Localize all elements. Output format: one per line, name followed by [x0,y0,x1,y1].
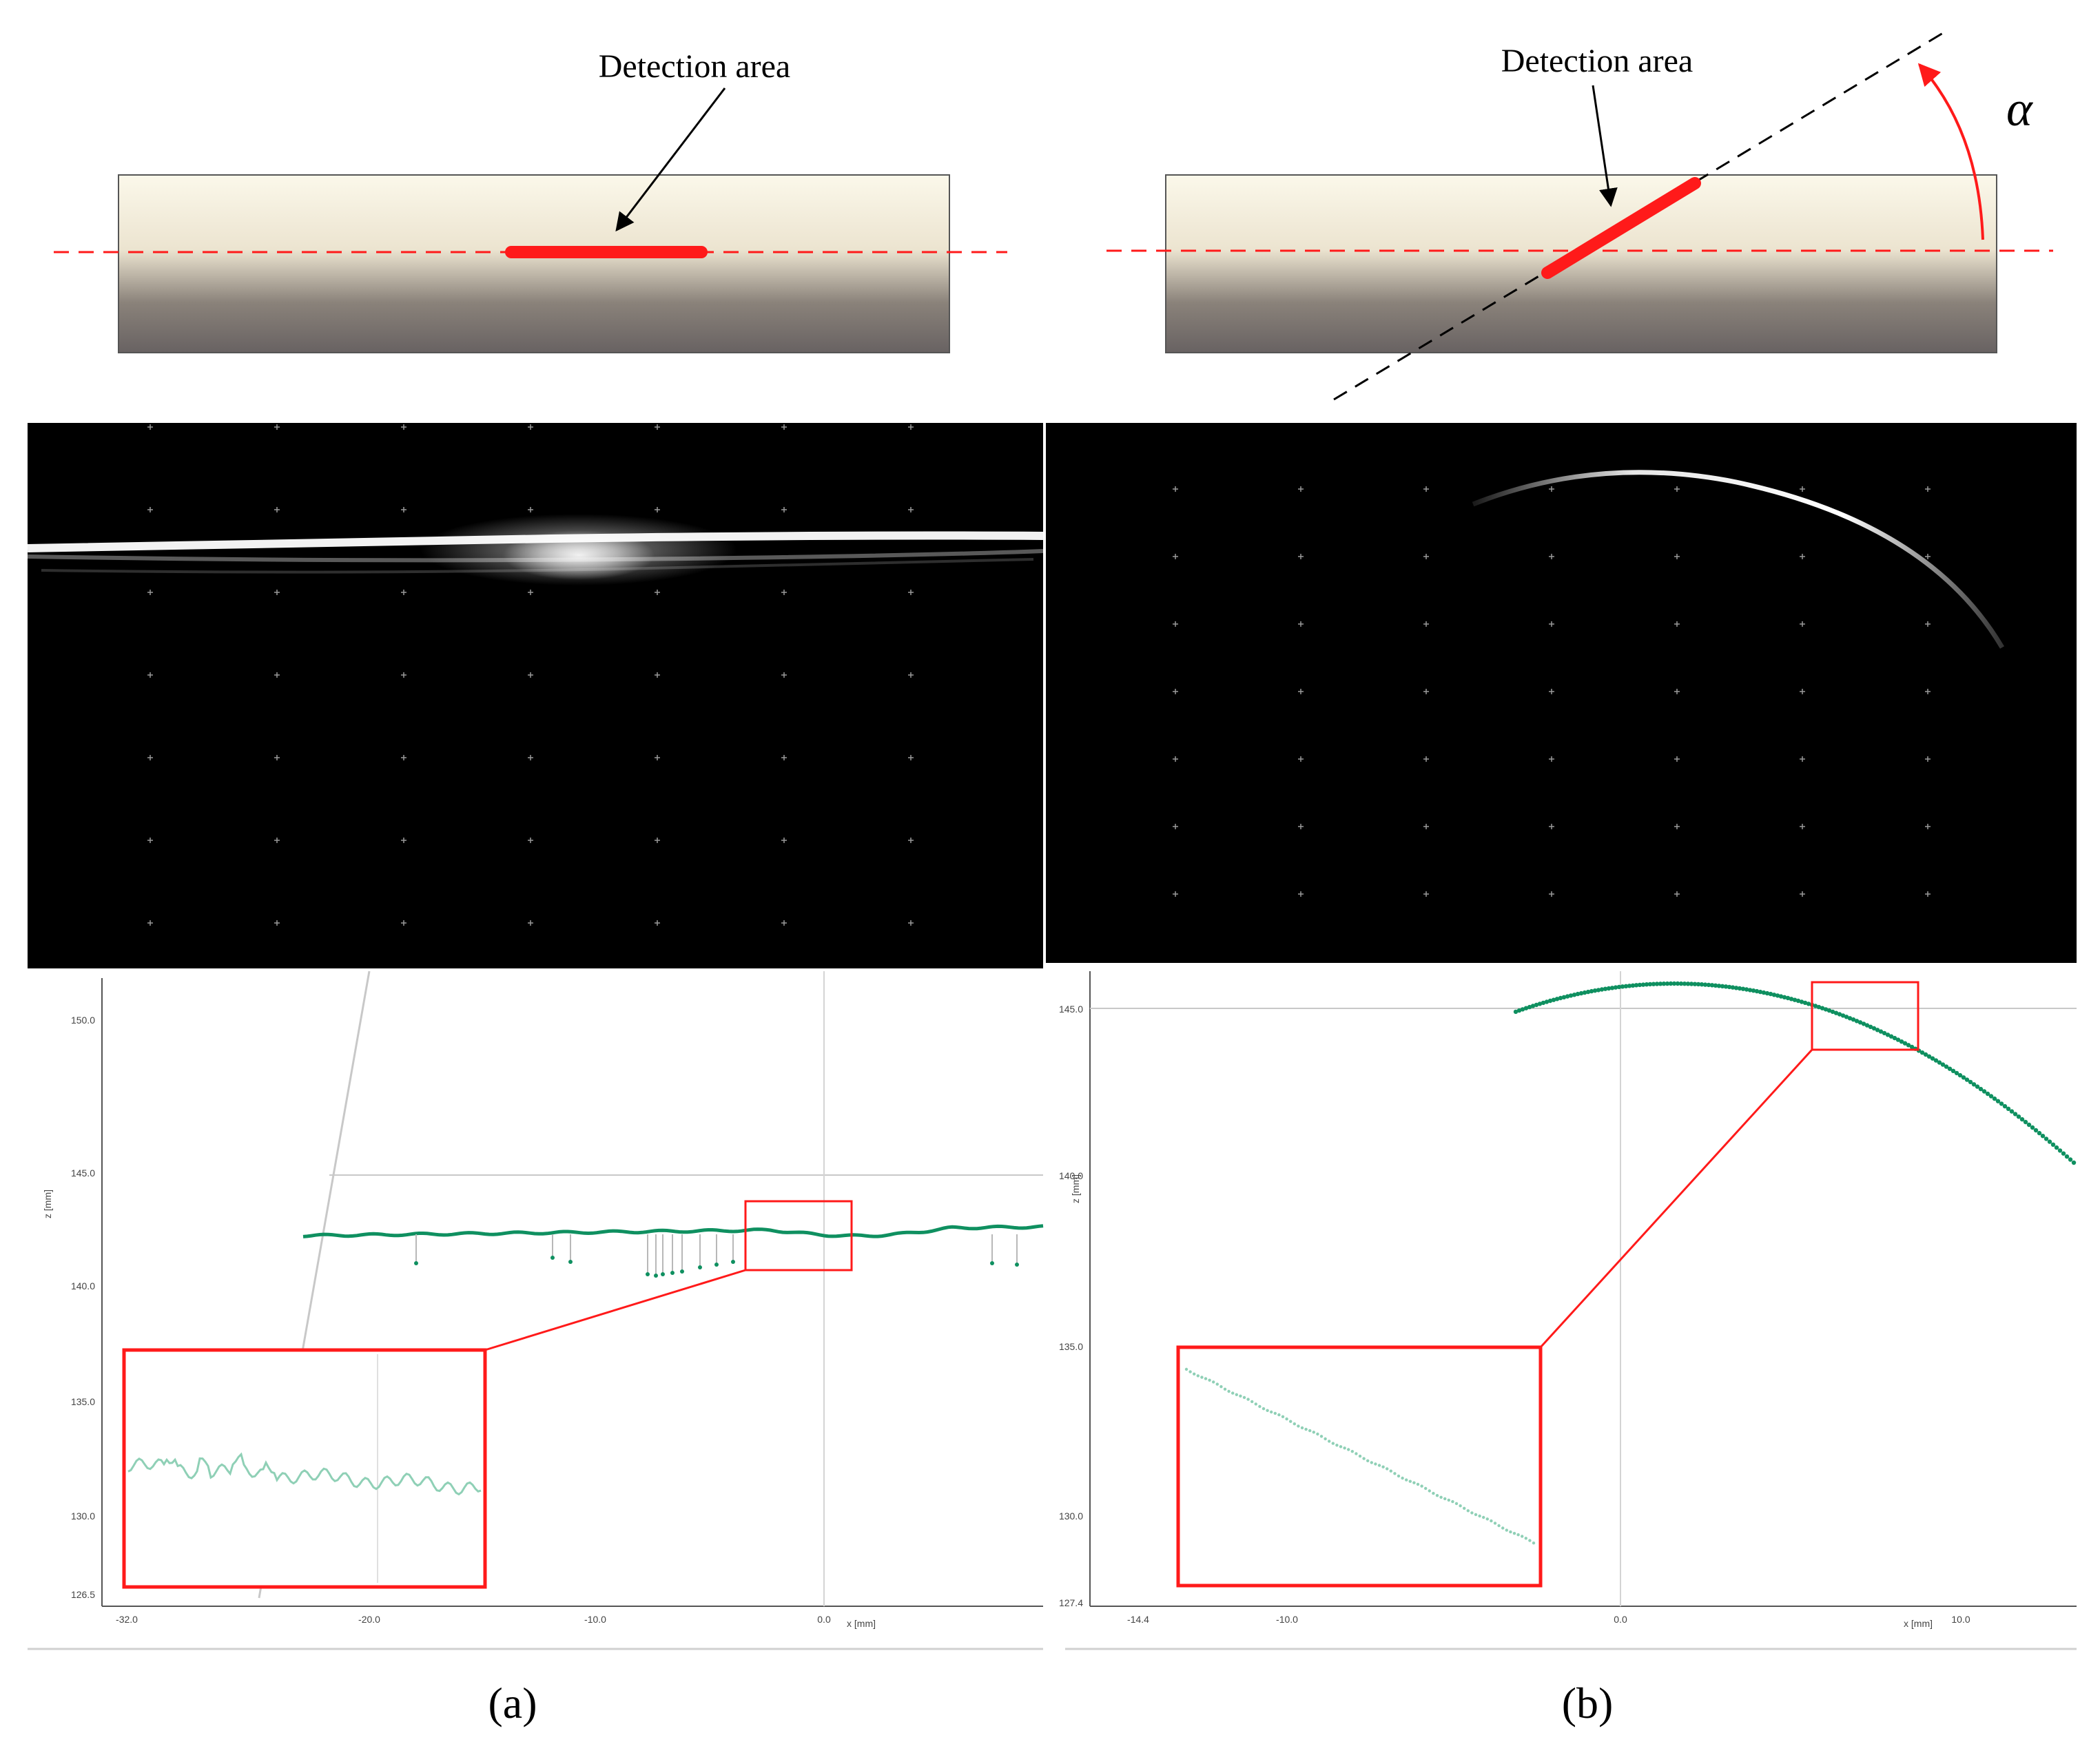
x-tick-a: -10.0 [584,1614,606,1625]
z-axis-label-b: z [mm] [1070,1174,1081,1203]
z-tick-a: 145.0 [71,1167,95,1179]
profile-curve-a [302,1224,1044,1278]
x-tick-b: 10.0 [1951,1614,1970,1625]
laser-image-a [27,423,1044,968]
inset-curve-a [127,1452,482,1496]
zoom-box-b [1811,981,1919,1051]
x-tick-b: 0.0 [1614,1614,1627,1625]
z-tick-a: 135.0 [71,1396,95,1407]
pipe-b [1165,174,1997,353]
laser-arc-b [1472,470,2005,649]
pointer-arrow-a [615,87,726,232]
x-tick-a: -32.0 [116,1614,138,1625]
laser-image-b [1046,423,2077,963]
z-tick-b: 127.4 [1059,1597,1083,1608]
z-ticks-a: 150.0 145.0 140.0 135.0 130.0 126.5 [71,1015,95,1600]
profile-curve-b [1513,981,2077,1165]
z-tick-b: 145.0 [1059,1004,1083,1015]
inset-curve-b [1184,1367,1536,1545]
zoom-connector-a [484,1269,746,1351]
detection-area-b [1541,177,1701,279]
zoom-box-a [744,1200,853,1271]
laser-stripe-a [27,531,1044,552]
inset-box-a [122,1348,487,1589]
z-axis-label-a: z [mm] [42,1190,53,1218]
grid-markers-a [147,424,914,926]
z-tick-a: 150.0 [71,1015,95,1026]
caption-a: (a) [488,1679,537,1727]
x-axis-label-b: x [mm] [1904,1618,1933,1629]
x-tick-a: -20.0 [358,1614,380,1625]
x-tick-a: 0.0 [817,1614,831,1625]
z-tick-b: 135.0 [1059,1341,1083,1352]
profile-plot-a: 150.0 145.0 140.0 135.0 130.0 126.5 z [m… [28,968,1044,1650]
z-tick-a: 126.5 [71,1589,95,1600]
x-tick-b: -14.4 [1127,1614,1149,1625]
pipe-a [118,174,950,353]
x-tick-b: -10.0 [1276,1614,1298,1625]
profile-plot-b: 145.0 140.0 135.0 130.0 127.4 z [mm] -14… [1059,968,2077,1650]
detection-label-a: Detection area [599,48,790,85]
x-ticks-a: -32.0 -20.0 -10.0 0.0 [116,1614,831,1625]
inset-box-b [1176,1345,1543,1588]
caption-b: (b) [1562,1679,1614,1727]
angle-arc [1917,63,1984,240]
panel-a-diagram: Detection area [54,48,1007,353]
angle-symbol: α [2006,81,2033,136]
detection-label-b: Detection area [1501,43,1693,79]
z-tick-a: 130.0 [71,1511,95,1522]
z-tick-a: 140.0 [71,1280,95,1291]
x-axis-label-a: x [mm] [847,1618,876,1629]
z-tick-b: 130.0 [1059,1511,1083,1522]
zoom-connector-b [1539,1048,1813,1349]
grid-markers-b [1173,486,1931,897]
panel-b-diagram: Detection area α [1106,32,2053,401]
x-ticks-b: -14.4 -10.0 0.0 10.0 [1127,1614,1970,1625]
z-ticks-b: 145.0 140.0 135.0 130.0 127.4 [1059,1004,1083,1608]
z-tick-b: 140.0 [1059,1170,1083,1181]
pointer-arrow-b [1592,85,1618,207]
